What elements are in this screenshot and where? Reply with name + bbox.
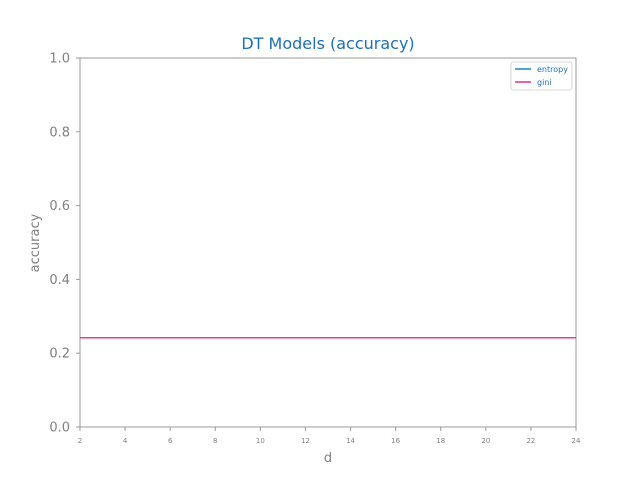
x-axis-ticks: 2 4 6 8 10 12 14 16 18 20 22 24	[78, 427, 581, 445]
x-tick-label: 10	[256, 437, 265, 445]
legend-label-gini: gini	[537, 78, 552, 87]
x-tick-label: 6	[168, 437, 173, 445]
y-tick-label: 0.0	[49, 421, 70, 436]
x-tick-label: 8	[213, 437, 217, 445]
x-tick-label: 20	[481, 437, 490, 445]
x-tick-label: 18	[436, 437, 445, 445]
plot-area	[79, 57, 577, 428]
x-tick-label: 4	[123, 437, 128, 445]
x-tick-label: 14	[346, 437, 355, 445]
y-tick-label: 1.0	[49, 52, 70, 67]
legend-label-entropy: entropy	[537, 65, 568, 74]
y-tick-label: 0.8	[49, 125, 70, 140]
chart-title: DT Models (accuracy)	[241, 34, 414, 53]
y-tick-label: 0.2	[49, 347, 70, 362]
x-tick-label: 16	[391, 437, 400, 445]
y-axis-label: accuracy	[28, 213, 43, 272]
legend: entropy gini	[510, 61, 573, 91]
x-axis-label: d	[324, 451, 332, 466]
x-tick-label: 22	[526, 437, 535, 445]
x-tick-label: 2	[78, 437, 82, 445]
x-tick-label: 12	[301, 437, 310, 445]
x-tick-label: 24	[572, 437, 581, 445]
y-axis-ticks: 0.0 0.2 0.4 0.6 0.8 1.0	[49, 52, 80, 436]
y-tick-label: 0.6	[49, 199, 70, 214]
y-tick-label: 0.4	[49, 273, 70, 288]
